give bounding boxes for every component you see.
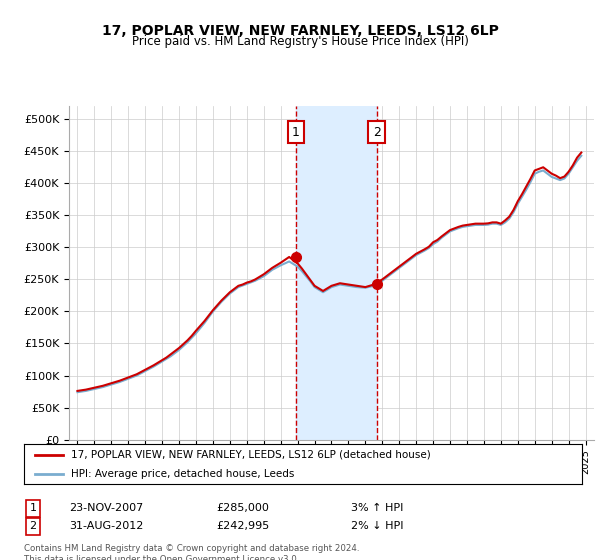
Text: 31-AUG-2012: 31-AUG-2012 [69,521,143,531]
Bar [296,106,377,440]
Text: 1: 1 [292,126,300,139]
Text: £242,995: £242,995 [216,521,269,531]
Text: 2% ↓ HPI: 2% ↓ HPI [351,521,404,531]
Text: 23-NOV-2007: 23-NOV-2007 [69,503,143,514]
Text: 1: 1 [29,503,37,514]
Text: HPI: Average price, detached house, Leeds: HPI: Average price, detached house, Leed… [71,469,295,478]
Text: 3% ↑ HPI: 3% ↑ HPI [351,503,403,514]
Text: Price paid vs. HM Land Registry's House Price Index (HPI): Price paid vs. HM Land Registry's House … [131,35,469,49]
Text: £285,000: £285,000 [216,503,269,514]
Text: 17, POPLAR VIEW, NEW FARNLEY, LEEDS, LS12 6LP: 17, POPLAR VIEW, NEW FARNLEY, LEEDS, LS1… [101,24,499,38]
Text: 2: 2 [29,521,37,531]
Text: Contains HM Land Registry data © Crown copyright and database right 2024.
This d: Contains HM Land Registry data © Crown c… [24,544,359,560]
Text: 2: 2 [373,126,380,139]
Text: 17, POPLAR VIEW, NEW FARNLEY, LEEDS, LS12 6LP (detached house): 17, POPLAR VIEW, NEW FARNLEY, LEEDS, LS1… [71,450,431,460]
